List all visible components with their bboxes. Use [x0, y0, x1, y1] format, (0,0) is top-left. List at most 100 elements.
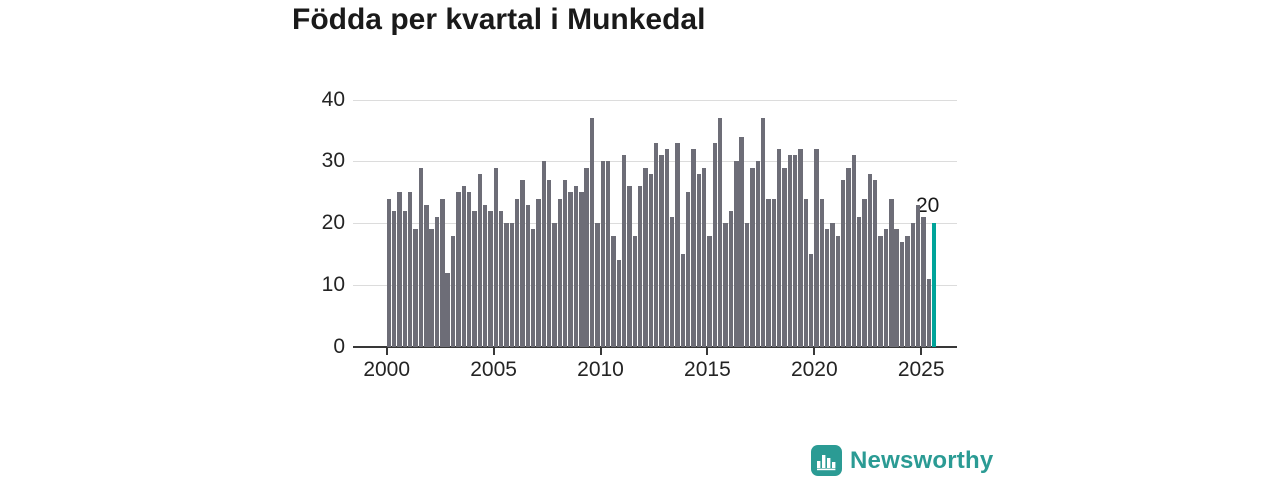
bar	[605, 161, 611, 347]
bar	[702, 167, 707, 347]
x-axis-label: 2010	[577, 358, 624, 381]
bar	[445, 272, 450, 347]
bar	[488, 210, 493, 347]
bar	[402, 210, 408, 347]
newsworthy-logo: Newsworthy	[811, 445, 993, 476]
bar	[573, 186, 579, 347]
bar	[718, 118, 723, 347]
bar	[589, 118, 595, 347]
bar	[728, 210, 734, 347]
x-axis-tick	[385, 348, 388, 355]
bar	[552, 223, 557, 347]
bar	[782, 167, 787, 347]
bar	[595, 223, 600, 347]
bar	[461, 186, 466, 347]
bar	[734, 161, 739, 347]
bar	[643, 167, 648, 347]
bar	[429, 229, 434, 347]
x-axis-line	[353, 346, 957, 348]
bar	[509, 223, 515, 347]
bar	[755, 161, 760, 347]
bar	[926, 278, 931, 347]
bar	[841, 179, 846, 347]
bar	[787, 155, 792, 347]
y-axis-label: 30	[321, 149, 345, 173]
bar	[520, 179, 525, 347]
bar-chart-logo-icon	[811, 445, 842, 476]
gridline	[353, 99, 957, 101]
bar	[397, 192, 402, 347]
y-axis-label: 40	[321, 87, 345, 111]
bar	[899, 241, 905, 347]
bar	[824, 229, 830, 347]
bar	[498, 210, 504, 347]
newsworthy-wordmark: Newsworthy	[850, 446, 994, 474]
bar	[536, 198, 541, 347]
bar	[835, 235, 841, 347]
bar	[691, 149, 696, 347]
bar	[712, 142, 718, 347]
bar	[894, 229, 899, 347]
x-axis-tick	[492, 348, 495, 355]
bar	[808, 254, 814, 347]
bar	[739, 136, 744, 347]
bar	[568, 192, 573, 347]
bar	[424, 204, 429, 347]
bar	[883, 229, 889, 347]
bar	[915, 204, 921, 347]
bar	[921, 217, 926, 347]
bar	[648, 173, 653, 347]
bar	[547, 179, 552, 347]
bar	[386, 198, 392, 347]
bar	[579, 192, 584, 347]
bar	[664, 149, 670, 347]
bar	[750, 167, 755, 347]
x-axis-label: 2020	[790, 358, 838, 381]
bar	[557, 198, 563, 347]
bar	[846, 167, 851, 347]
bar	[450, 235, 456, 347]
bar	[905, 235, 910, 347]
bar	[600, 161, 605, 347]
bar	[766, 198, 771, 347]
chart-title: Födda per kvartal i Munkedal	[292, 3, 706, 36]
bar-highlighted	[931, 223, 937, 347]
bar	[857, 217, 862, 347]
bar	[771, 198, 776, 347]
bar	[493, 167, 498, 347]
bar	[525, 204, 531, 347]
bar	[418, 167, 424, 347]
bar	[653, 142, 659, 347]
x-axis-label: 2005	[470, 358, 517, 381]
bar	[910, 223, 915, 347]
bar	[889, 198, 894, 347]
bar	[563, 179, 568, 347]
y-axis-label: 0	[333, 335, 345, 358]
bar	[803, 198, 808, 347]
bar	[814, 149, 819, 347]
bar	[616, 260, 621, 347]
bar	[792, 155, 798, 347]
bar	[408, 192, 413, 347]
bar	[707, 235, 712, 347]
bar	[851, 155, 857, 347]
bar	[637, 186, 643, 347]
bar	[659, 155, 664, 347]
bar	[621, 155, 627, 347]
bar	[482, 204, 488, 347]
bar	[434, 217, 440, 347]
bar	[723, 223, 728, 347]
bar	[867, 173, 873, 347]
bar	[541, 161, 547, 347]
bar	[878, 235, 883, 347]
bar	[392, 210, 397, 347]
bar	[531, 229, 536, 347]
y-axis-label: 10	[321, 273, 345, 297]
bar	[477, 173, 482, 347]
y-axis-label: 20	[321, 211, 345, 235]
bar	[776, 149, 782, 347]
bar	[696, 173, 702, 347]
bar	[504, 223, 509, 347]
bar	[862, 198, 867, 347]
